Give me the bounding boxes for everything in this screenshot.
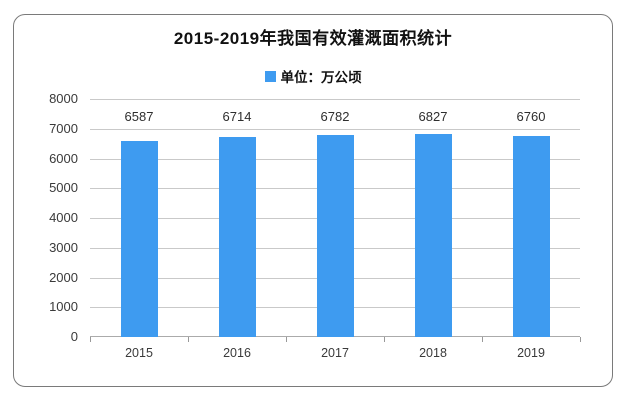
chart-frame: 2015-2019年我国有效灌溉面积统计 单位：万公顷 8000 7000 6000… — [13, 14, 613, 387]
bar-2017 — [316, 135, 354, 337]
chart-title: 2015-2019年我国有效灌溉面积统计 — [173, 29, 453, 48]
legend-swatch-icon — [264, 70, 276, 82]
y-axis-label: 6000 — [49, 150, 78, 166]
y-axis-label: 4000 — [49, 210, 78, 225]
y-axis-label: 1000 — [49, 299, 78, 315]
x-axis-label: 2018 — [419, 346, 447, 360]
x-axis-label: 2017 — [321, 346, 349, 360]
legend: 单位：万公顷 — [14, 66, 612, 86]
bar-2018 — [414, 133, 452, 337]
bar-value-label: 6827 — [418, 109, 448, 124]
bar-value-label: 6782 — [320, 109, 350, 124]
grid-line — [90, 128, 580, 130]
bar-2019 — [512, 135, 550, 337]
bar-2015 — [120, 141, 158, 337]
bar-2016 — [218, 137, 256, 337]
bar-value-label: 6587 — [124, 109, 154, 124]
y-axis-label: 5000 — [49, 180, 78, 196]
y-axis-label: 8000 — [49, 91, 78, 106]
legend-label: 单位：万公顷 — [280, 70, 362, 85]
y-axis-label: 2000 — [49, 269, 78, 285]
x-axis-tick — [286, 337, 287, 342]
x-axis-tick — [188, 337, 189, 342]
x-axis-tick — [90, 337, 91, 342]
x-axis-label: 2015 — [125, 346, 153, 360]
x-axis-tick — [482, 337, 483, 342]
x-axis-tick — [384, 337, 385, 342]
y-axis-label: 0 — [70, 329, 78, 344]
x-axis-label: 2016 — [223, 346, 251, 360]
y-axis-labels: 8000 7000 6000 5000 4000 3000 2000 1000 0 — [40, 92, 84, 344]
x-axis-tick — [580, 337, 581, 342]
x-axis-label: 2019 — [517, 346, 545, 360]
y-axis-label: 3000 — [49, 239, 78, 255]
grid-line — [90, 99, 580, 100]
y-axis-label: 7000 — [49, 120, 78, 136]
x-axis-labels: 2015 2016 2017 2018 2019 — [90, 346, 580, 362]
bar-value-label: 6760 — [516, 109, 546, 124]
plot-area: 6587 6714 6782 6827 6760 — [90, 99, 581, 342]
bar-value-label: 6714 — [222, 109, 252, 124]
